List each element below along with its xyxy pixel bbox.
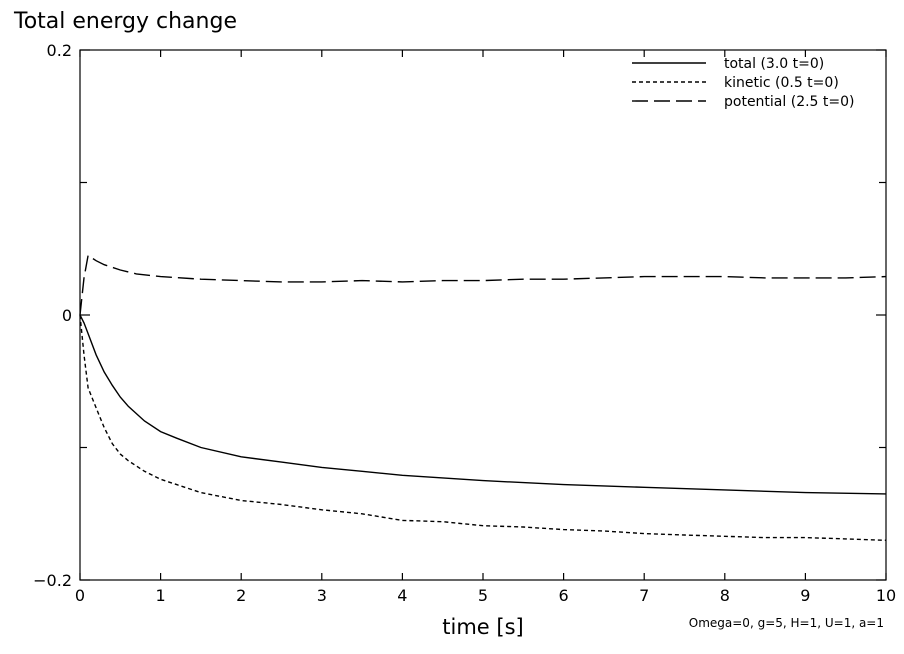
x-tick-label: 5 bbox=[478, 586, 488, 605]
series-line-long-dash bbox=[79, 254, 887, 316]
x-tick-label: 6 bbox=[559, 586, 569, 605]
legend: total (3.0 t=0) kinetic (0.5 t=0) potentia… bbox=[632, 56, 855, 110]
legend-label: kinetic (0.5 t=0) bbox=[724, 75, 839, 91]
legend-label: potential (2.5 t=0) bbox=[724, 94, 855, 110]
series-line-short-dash bbox=[79, 314, 887, 541]
legend-label: total (3.0 t=0) bbox=[724, 56, 824, 72]
x-tick-label: 8 bbox=[720, 586, 730, 605]
x-tick-label: 2 bbox=[236, 586, 246, 605]
x-tick-label: 10 bbox=[876, 586, 896, 605]
x-axis-ticks: 0 1 2 3 4 5 6 7 8 9 10 bbox=[75, 50, 896, 605]
series-lines bbox=[79, 254, 887, 541]
x-tick-label: 3 bbox=[317, 586, 327, 605]
x-tick-label: 0 bbox=[75, 586, 85, 605]
x-tick-label: 7 bbox=[639, 586, 649, 605]
parameter-annotation: Omega=0, g=5, H=1, U=1, a=1 bbox=[689, 616, 884, 630]
y-tick-label: 0.2 bbox=[47, 41, 72, 60]
x-tick-label: 9 bbox=[800, 586, 810, 605]
x-tick-label: 1 bbox=[156, 586, 166, 605]
y-axis-ticks: −0.2 0 0.2 bbox=[33, 41, 886, 590]
x-axis-label: time [s] bbox=[442, 615, 523, 639]
y-tick-label: 0 bbox=[62, 306, 72, 325]
series-line-solid bbox=[79, 314, 887, 495]
chart-title: Total energy change bbox=[13, 9, 237, 34]
y-tick-label: −0.2 bbox=[33, 571, 72, 590]
x-tick-label: 4 bbox=[397, 586, 407, 605]
